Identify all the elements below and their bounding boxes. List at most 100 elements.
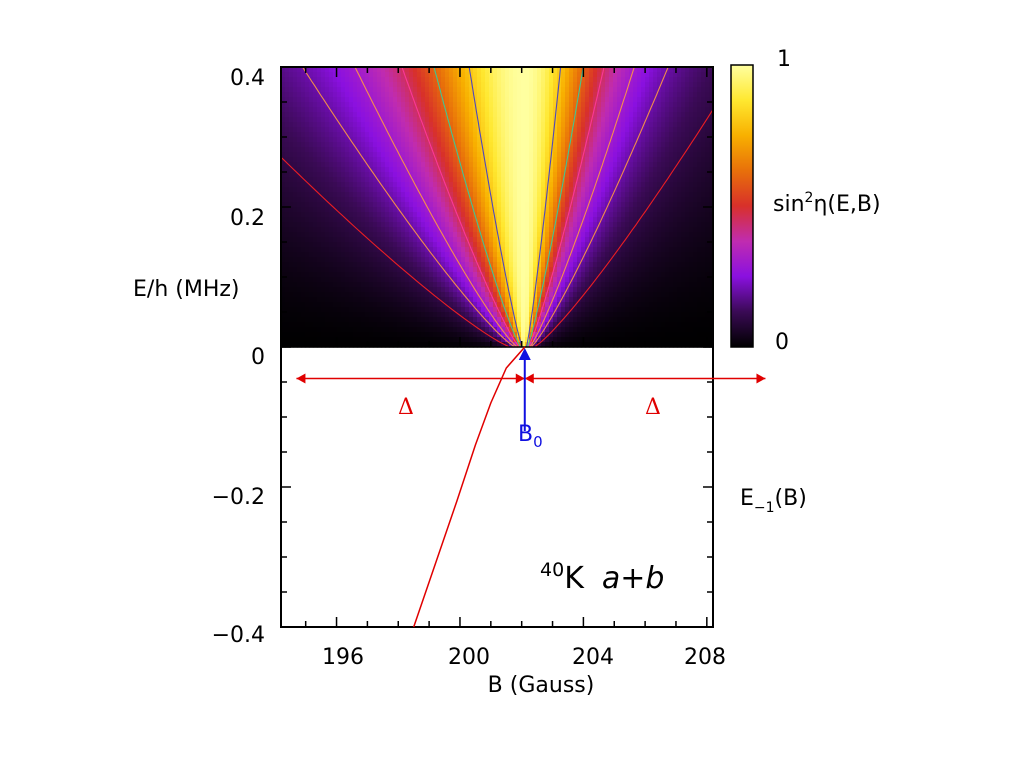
heatmap-cell [537,177,542,183]
heatmap-cell [577,287,582,293]
heatmap-cell [529,72,534,78]
heatmap-cell [333,147,338,153]
heatmap-cell [393,152,398,158]
heatmap-cell [457,92,462,98]
heatmap-cell [477,87,482,93]
heatmap-cell [405,77,410,83]
heatmap-cell [357,262,362,268]
heatmap-cell [701,92,706,98]
heatmap-cell [681,242,686,248]
heatmap-cell [657,282,662,288]
heatmap-cell [321,177,326,183]
heatmap-cell [453,147,458,153]
heatmap-cell [509,232,514,238]
heatmap-cell [597,267,602,273]
heatmap-cell [593,272,598,278]
heatmap-cell [697,112,702,118]
heatmap-cell [621,92,626,98]
heatmap-cell [381,227,386,233]
heatmap-cell [281,297,286,303]
heatmap-cell [697,107,702,113]
heatmap-cell [637,107,642,113]
heatmap-cell [525,207,530,213]
heatmap-cell [489,262,494,268]
heatmap-cell [701,147,706,153]
heatmap-cell [521,92,526,98]
heatmap-cell [317,117,322,123]
heatmap-cell [409,182,414,188]
heatmap-cell [521,227,526,233]
heatmap-cell [345,122,350,128]
heatmap-cell [561,157,566,163]
heatmap-cell [293,142,298,148]
heatmap-cell [469,257,474,263]
heatmap-cell [605,157,610,163]
heatmap-cell [285,127,290,133]
heatmap-cell [373,262,378,268]
heatmap-cell [685,122,690,128]
heatmap-cell [485,167,490,173]
heatmap-cell [581,182,586,188]
heatmap-cell [321,132,326,138]
heatmap-cell [377,72,382,78]
heatmap-cell [557,267,562,273]
heatmap-cell [457,97,462,103]
heatmap-cell [705,252,710,258]
heatmap-cell [681,177,686,183]
heatmap-cell [373,112,378,118]
heatmap-cell [549,232,554,238]
heatmap-cell [697,137,702,143]
heatmap-cell [293,212,298,218]
heatmap-cell [525,227,530,233]
heatmap-cell [477,157,482,163]
heatmap-cell [465,287,470,293]
heatmap-cell [669,227,674,233]
heatmap-cell [325,267,330,273]
heatmap-cell [397,107,402,113]
heatmap-cell [529,77,534,83]
heatmap-cell [605,217,610,223]
heatmap-cell [557,287,562,293]
heatmap-cell [529,112,534,118]
heatmap-cell [281,102,286,108]
heatmap-cell [673,72,678,78]
heatmap-cell [453,257,458,263]
heatmap-cell [549,67,554,73]
heatmap-cell [685,257,690,263]
heatmap-cell [429,162,434,168]
heatmap-cell [345,282,350,288]
heatmap-cell [305,67,310,73]
heatmap-cell [617,122,622,128]
heatmap-cell [369,242,374,248]
heatmap-cell [569,282,574,288]
heatmap-cell [341,92,346,98]
heatmap-cell [433,247,438,253]
heatmap-cell [353,82,358,88]
heatmap-cell [409,137,414,143]
heatmap-cell [293,82,298,88]
heatmap-cell [369,267,374,273]
heatmap-cell [673,292,678,298]
heatmap-cell [545,72,550,78]
heatmap-cell [529,162,534,168]
heatmap-cell [445,287,450,293]
heatmap-cell [357,147,362,153]
heatmap-cell [545,132,550,138]
heatmap-cell [325,227,330,233]
heatmap-cell [361,262,366,268]
heatmap-cell [617,142,622,148]
heatmap-cell [645,252,650,258]
heatmap-cell [457,187,462,193]
heatmap-cell [477,82,482,88]
heatmap-cell [457,267,462,273]
heatmap-cell [417,252,422,258]
heatmap-cell [633,77,638,83]
heatmap-cell [517,207,522,213]
heatmap-cell [657,287,662,293]
heatmap-cell [313,142,318,148]
heatmap-cell [453,87,458,93]
heatmap-cell [481,232,486,238]
heatmap-cell [605,172,610,178]
heatmap-cell [649,212,654,218]
heatmap-cell [653,112,658,118]
